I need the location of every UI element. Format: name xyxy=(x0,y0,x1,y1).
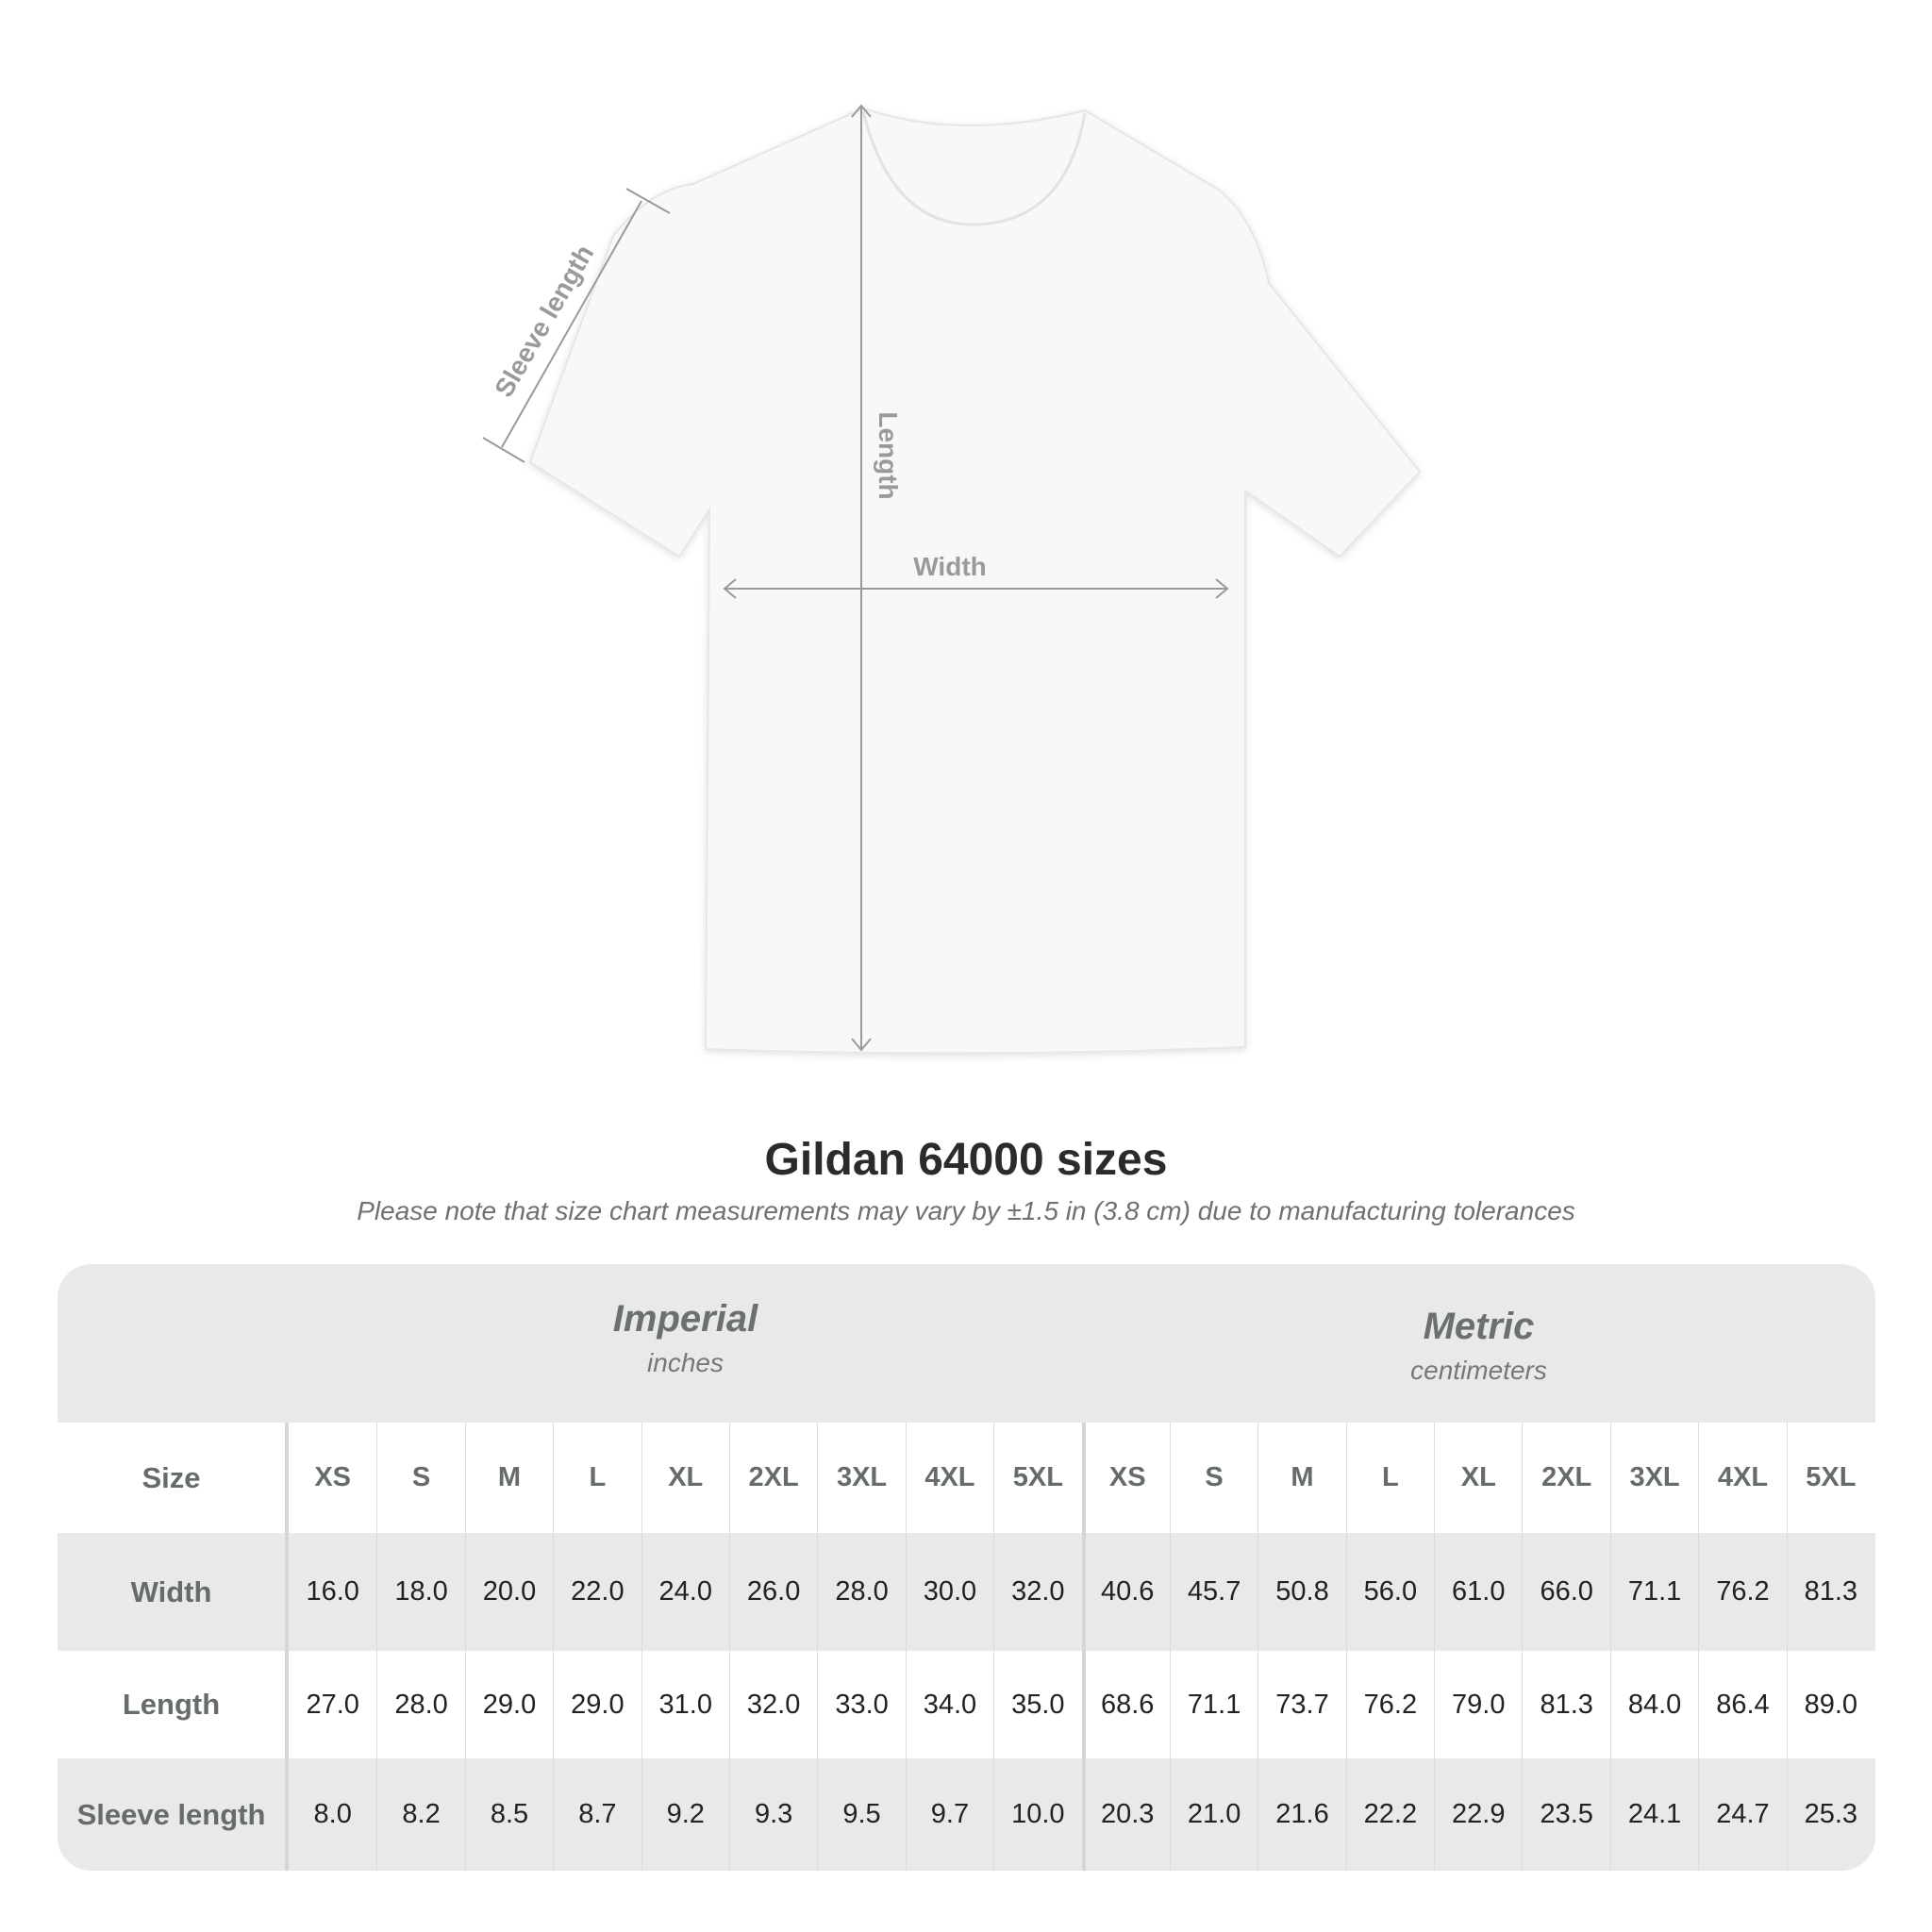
metric-value-cell: 40.6 xyxy=(1081,1533,1170,1651)
metric-value-cell: 50.8 xyxy=(1257,1533,1345,1651)
imperial-value-cell: 8.2 xyxy=(376,1758,464,1871)
imperial-value-cell: 22.0 xyxy=(553,1533,641,1651)
metric-value-cell: 24.7 xyxy=(1698,1758,1786,1871)
length-label: Length xyxy=(874,411,903,499)
imperial-value-cell: 20.0 xyxy=(464,1533,553,1651)
metric-value-cell: 86.4 xyxy=(1698,1651,1786,1758)
sleeve-line xyxy=(501,200,642,448)
imperial-size-5XL: 5XL xyxy=(993,1423,1081,1533)
imperial-value-cell: 8.0 xyxy=(313,1799,352,1829)
imperial-value-cell: 28.0 xyxy=(376,1651,464,1758)
metric-value-cell: 81.3 xyxy=(1522,1651,1609,1758)
metric-value-cell: 76.2 xyxy=(1698,1533,1786,1651)
metric-value-cell: 22.2 xyxy=(1345,1758,1434,1871)
imperial-value-cell: 8.5 xyxy=(464,1758,553,1871)
tshirt-diagram: Length Width Sleeve length xyxy=(482,104,1422,1055)
size-table: Imperial inches Metric centimeters Size X… xyxy=(58,1264,1875,1871)
metric-size-M: M xyxy=(1257,1423,1345,1533)
metric-value-cell: 45.7 xyxy=(1169,1533,1257,1651)
imperial-value-cell: 34.0 xyxy=(905,1651,993,1758)
tshirt-shape xyxy=(528,107,1422,1055)
row-label: Length xyxy=(58,1651,289,1758)
metric-value-cell: 56.0 xyxy=(1345,1533,1434,1651)
imperial-value-cell: 32.0 xyxy=(728,1651,817,1758)
imperial-size-3XL: 3XL xyxy=(817,1423,905,1533)
imperial-header: Imperial inches xyxy=(289,1264,1082,1423)
imperial-value-cell: 16.0 xyxy=(306,1576,359,1607)
chart-title: Gildan 64000 sizes xyxy=(764,1135,1168,1185)
metric-size-4XL: 4XL xyxy=(1698,1423,1786,1533)
metric-value-cell: 71.1 xyxy=(1169,1651,1257,1758)
metric-value-cell: 81.3 xyxy=(1786,1533,1874,1651)
metric-label: Metric xyxy=(1423,1306,1535,1347)
metric-size-S: S xyxy=(1169,1423,1257,1533)
imperial-size-4XL: 4XL xyxy=(905,1423,993,1533)
table-row: Sleeve length 8.0 8.2 8.5 8.7 9.2 9.3 9.5 9.7 10.… xyxy=(58,1758,1875,1871)
imperial-value-cell: 33.0 xyxy=(817,1651,905,1758)
width-label: Width xyxy=(913,552,987,581)
metric-value-cell: 20.3 xyxy=(1081,1758,1170,1871)
imperial-value-cell: 24.0 xyxy=(641,1533,729,1651)
metric-value-cell: 24.1 xyxy=(1609,1758,1698,1871)
metric-value-cell: 73.7 xyxy=(1257,1651,1345,1758)
imperial-size-XS: XS xyxy=(314,1462,352,1492)
imperial-label: Imperial xyxy=(612,1298,758,1340)
metric-value-cell: 21.6 xyxy=(1257,1758,1345,1871)
metric-value-cell: 76.2 xyxy=(1345,1651,1434,1758)
metric-size-L: L xyxy=(1345,1423,1434,1533)
metric-value-cell: 84.0 xyxy=(1609,1651,1698,1758)
imperial-value-cell: 27.0 xyxy=(306,1689,359,1720)
imperial-value-cell: 28.0 xyxy=(817,1533,905,1651)
imperial-value-cell: 35.0 xyxy=(993,1651,1081,1758)
metric-unit: centimeters xyxy=(1410,1356,1547,1385)
metric-value-cell: 66.0 xyxy=(1522,1533,1609,1651)
size-header-row: Size XS S M L XL 2XL 3XL 4XL 5XL XS S M L XL 2XL 3XL 4XL 5… xyxy=(58,1423,1875,1533)
imperial-size-XL: XL xyxy=(641,1423,729,1533)
imperial-value-cell: 32.0 xyxy=(993,1533,1081,1651)
table-row: Length 27.0 28.0 29.0 29.0 31.0 32.0 33.0 34.0 35… xyxy=(58,1651,1875,1758)
table-row: Width 16.0 18.0 20.0 22.0 24.0 26.0 28.0 30.0 32.… xyxy=(58,1533,1875,1651)
row-label: Size xyxy=(58,1423,289,1533)
metric-size-XS: XS xyxy=(1081,1423,1170,1533)
imperial-value-cell: 31.0 xyxy=(641,1651,729,1758)
tshirt-collar xyxy=(861,110,1087,226)
metric-value-cell: 61.0 xyxy=(1434,1533,1522,1651)
imperial-value-cell: 26.0 xyxy=(728,1533,817,1651)
imperial-size-S: S xyxy=(376,1423,464,1533)
row-label: Width xyxy=(58,1533,289,1651)
imperial-value-cell: 29.0 xyxy=(464,1651,553,1758)
imperial-unit: inches xyxy=(647,1348,724,1377)
imperial-size-2XL: 2XL xyxy=(728,1423,817,1533)
metric-size-XL: XL xyxy=(1434,1423,1522,1533)
metric-size-3XL: 3XL xyxy=(1609,1423,1698,1533)
imperial-value-cell: 10.0 xyxy=(993,1758,1081,1871)
metric-value-cell: 68.6 xyxy=(1081,1651,1170,1758)
imperial-value-cell: 30.0 xyxy=(905,1533,993,1651)
metric-size-5XL: 5XL xyxy=(1786,1423,1874,1533)
row-label: Sleeve length xyxy=(58,1758,289,1871)
metric-value-cell: 21.0 xyxy=(1169,1758,1257,1871)
imperial-value-cell: 18.0 xyxy=(376,1533,464,1651)
metric-value-cell: 25.3 xyxy=(1786,1758,1874,1871)
metric-size-2XL: 2XL xyxy=(1522,1423,1609,1533)
imperial-value-cell: 9.3 xyxy=(728,1758,817,1871)
imperial-value-cell: 9.7 xyxy=(905,1758,993,1871)
imperial-value-cell: 9.2 xyxy=(641,1758,729,1871)
metric-value-cell: 22.9 xyxy=(1434,1758,1522,1871)
imperial-size-L: L xyxy=(553,1423,641,1533)
metric-value-cell: 71.1 xyxy=(1609,1533,1698,1651)
imperial-size-M: M xyxy=(464,1423,553,1533)
metric-header: Metric centimeters xyxy=(1082,1264,1875,1423)
tolerance-note: Please note that size chart measurements… xyxy=(357,1196,1575,1225)
metric-value-cell: 89.0 xyxy=(1786,1651,1874,1758)
metric-value-cell: 79.0 xyxy=(1434,1651,1522,1758)
imperial-value-cell: 9.5 xyxy=(817,1758,905,1871)
imperial-value-cell: 29.0 xyxy=(553,1651,641,1758)
metric-value-cell: 23.5 xyxy=(1522,1758,1609,1871)
imperial-value-cell: 8.7 xyxy=(553,1758,641,1871)
